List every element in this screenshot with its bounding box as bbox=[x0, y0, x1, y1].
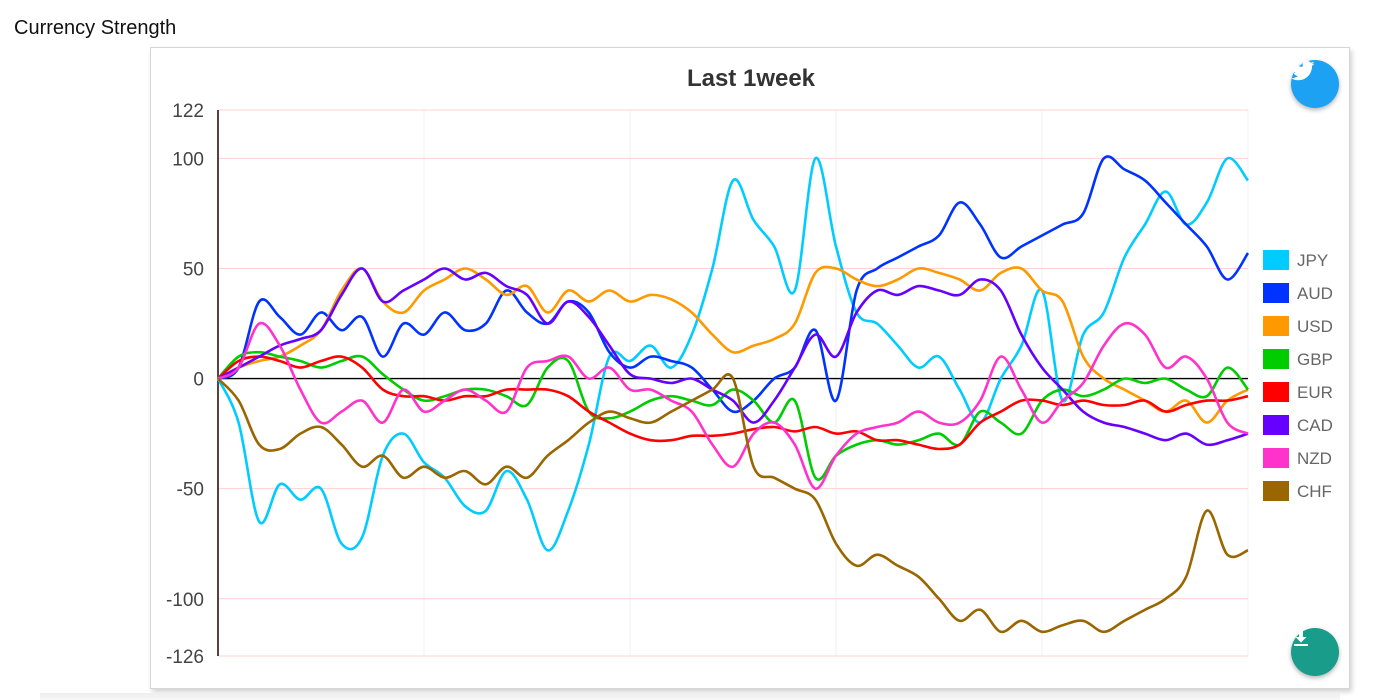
series-lines bbox=[216, 155, 1250, 634]
series-line-eur bbox=[217, 355, 1249, 451]
y-tick-label: -100 bbox=[166, 590, 204, 611]
page-title: Currency Strength bbox=[14, 17, 177, 39]
y-tick-label: 0 bbox=[193, 370, 204, 391]
legend[interactable]: JPY AUD USD GBP EUR CAD NZD CHF bbox=[1263, 250, 1333, 501]
chart-title: Last 1week bbox=[687, 65, 816, 92]
twitter-icon bbox=[1291, 61, 1315, 81]
y-tick-label: 50 bbox=[183, 260, 204, 281]
legend-item-cad[interactable]: CAD bbox=[1263, 415, 1333, 435]
legend-label: USD bbox=[1297, 317, 1333, 336]
legend-item-aud[interactable]: AUD bbox=[1263, 283, 1333, 303]
legend-label: JPY bbox=[1297, 251, 1328, 270]
legend-swatch bbox=[1263, 448, 1289, 468]
y-axis: 122 100 50 0 -50 -100 -126 bbox=[166, 101, 219, 668]
legend-swatch bbox=[1263, 382, 1289, 402]
chart-card: Last 1week 122 100 50 0 -50 -100 -126 JPY AUD US… bbox=[150, 47, 1350, 689]
y-tick-label: 100 bbox=[172, 149, 204, 170]
legend-swatch bbox=[1263, 349, 1289, 369]
series-line-aud bbox=[217, 155, 1250, 414]
grid bbox=[218, 109, 1249, 657]
series-line-nzd bbox=[217, 321, 1249, 490]
series-line-chf bbox=[217, 373, 1249, 634]
legend-swatch bbox=[1263, 250, 1289, 270]
legend-item-usd[interactable]: USD bbox=[1263, 316, 1333, 336]
legend-label: AUD bbox=[1297, 284, 1333, 303]
legend-swatch bbox=[1263, 316, 1289, 336]
y-tick-label: -50 bbox=[177, 480, 204, 501]
legend-item-eur[interactable]: EUR bbox=[1263, 382, 1333, 402]
legend-swatch bbox=[1263, 283, 1289, 303]
twitter-share-button[interactable] bbox=[1291, 60, 1339, 108]
series-line-jpy bbox=[216, 156, 1250, 552]
legend-item-gbp[interactable]: GBP bbox=[1263, 349, 1333, 369]
y-tick-label: -126 bbox=[166, 647, 204, 668]
legend-item-nzd[interactable]: NZD bbox=[1263, 448, 1332, 468]
legend-label: CAD bbox=[1297, 416, 1333, 435]
currency-strength-chart: Last 1week 122 100 50 0 -50 -100 -126 JPY AUD US… bbox=[166, 65, 1333, 668]
legend-swatch bbox=[1263, 481, 1289, 501]
legend-item-jpy[interactable]: JPY bbox=[1263, 250, 1328, 270]
download-button[interactable] bbox=[1291, 628, 1339, 676]
legend-label: EUR bbox=[1297, 383, 1333, 402]
series-line-cad bbox=[217, 267, 1249, 447]
legend-label: NZD bbox=[1297, 449, 1332, 468]
legend-item-chf[interactable]: CHF bbox=[1263, 481, 1332, 501]
page-footer-shade bbox=[40, 693, 1340, 700]
legend-swatch bbox=[1263, 415, 1289, 435]
series-line-gbp bbox=[217, 350, 1250, 481]
legend-label: GBP bbox=[1297, 350, 1333, 369]
series-line-usd bbox=[217, 265, 1249, 424]
y-tick-label: 122 bbox=[172, 101, 204, 122]
legend-label: CHF bbox=[1297, 482, 1332, 501]
download-icon bbox=[1294, 630, 1308, 646]
